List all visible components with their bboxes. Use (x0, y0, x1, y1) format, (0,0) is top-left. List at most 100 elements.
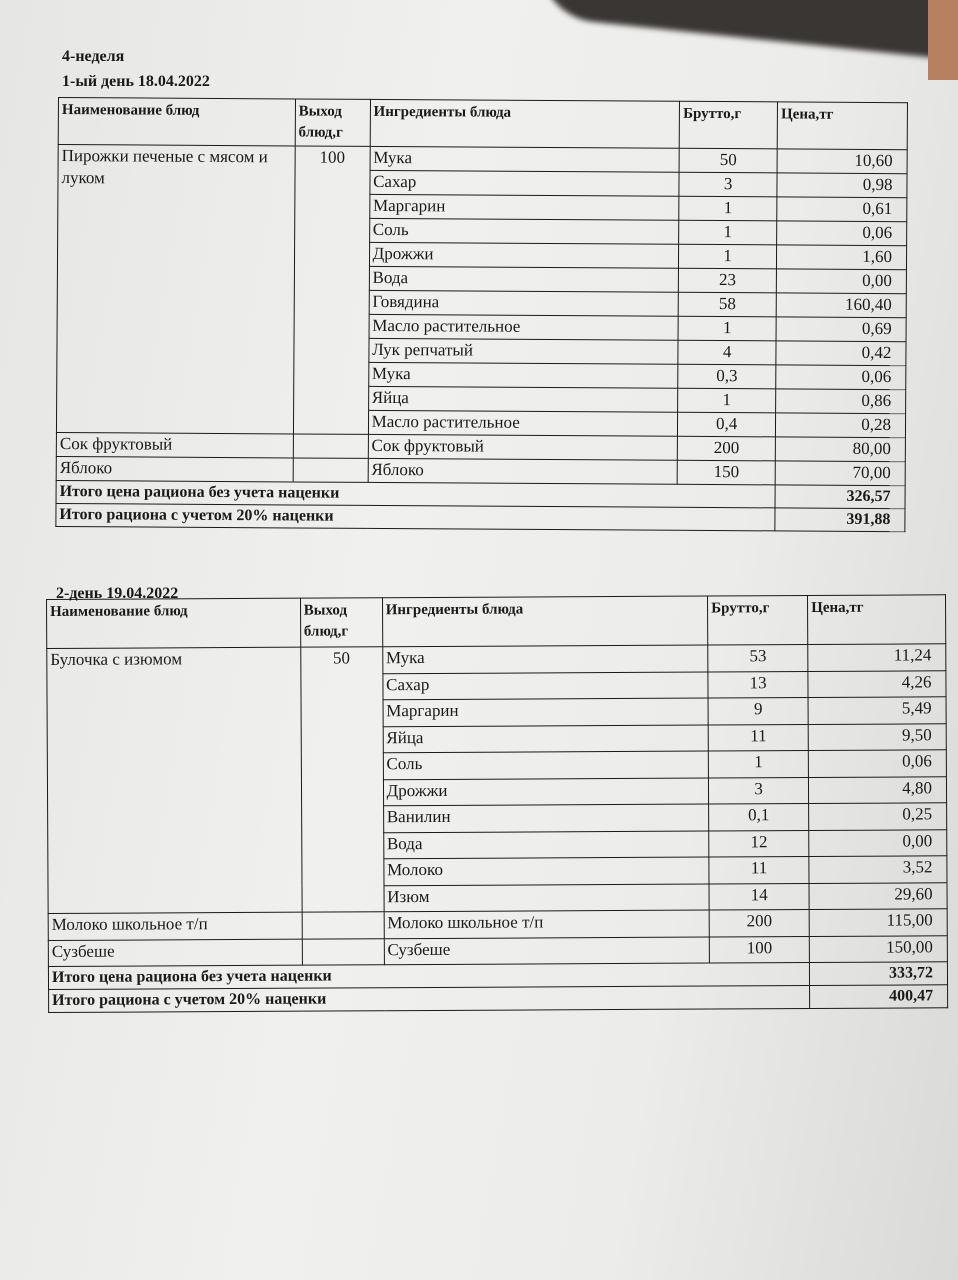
column-header: Цена,тг (777, 101, 908, 150)
ingredient-row: Пирожки печеные с мясом и луком 100 Мука 50… (56, 144, 908, 435)
ingredient-name: Вода (383, 830, 710, 859)
background-shadow (534, 0, 958, 64)
ingredient-brutto: 11 (708, 724, 809, 752)
ingredient-price: 0,28 (775, 412, 906, 438)
ingredient-brutto: 50 (679, 148, 778, 173)
ingredient-name: Мука (382, 645, 709, 674)
ingredient-name: Маргарин (369, 194, 680, 221)
dish-name: Молоко школьное т/п (48, 912, 302, 940)
ingredient-name: Молоко школьное т/п (383, 910, 710, 939)
ingredient-price: 0,00 (808, 829, 947, 857)
total-value: 391,88 (774, 507, 906, 532)
ingredient-brutto: 150 (677, 460, 776, 485)
header-row: Наименование блюд Выход блюд,г Ингредиенты… (58, 97, 908, 150)
ingredient-price: 0,06 (808, 749, 947, 778)
dish-yield: 100 (293, 145, 370, 435)
ingredient-brutto: 13 (708, 671, 809, 699)
total-value: 326,57 (775, 484, 906, 509)
dish-name: Сузбеше (48, 938, 303, 967)
ingredient-brutto: 4 (678, 340, 777, 365)
day-2-title: 2-день 19.04.2022 (56, 585, 179, 602)
ingredient-brutto: 200 (709, 909, 810, 937)
dish-name: Яблоко (56, 456, 294, 482)
ingredient-price: 0,00 (776, 268, 907, 294)
ingredient-name: Соль (382, 751, 709, 780)
day-2-menu-table: Наименование блюд Выход блюд,г Ингредиенты… (46, 594, 948, 1013)
ingredient-brutto: 0,3 (677, 364, 776, 389)
column-header: Наименование блюд (58, 97, 296, 146)
ingredient-price: 0,06 (775, 364, 906, 390)
ingredient-name: Сузбеше (383, 936, 710, 965)
ingredient-name: Мука (368, 362, 679, 389)
ingredient-name: Изюм (383, 883, 710, 912)
ingredient-brutto: 53 (707, 644, 808, 672)
day-1-menu-table: Наименование блюд Выход блюд,г Ингредиенты… (55, 97, 908, 532)
dish-yield: 50 (300, 646, 384, 913)
ingredient-price: 10,60 (777, 148, 908, 174)
column-header: Выход блюд,г (300, 597, 383, 648)
ingredient-name: Ванилин (383, 804, 709, 833)
ingredient-price: 4,80 (808, 776, 947, 804)
dish-yield (301, 938, 385, 966)
ingredient-price: 150,00 (809, 935, 948, 963)
ingredient-price: 0,25 (808, 802, 947, 831)
ingredient-name: Молоко (383, 857, 710, 886)
ingredient-price: 80,00 (775, 436, 906, 462)
ingredient-name: Яблоко (367, 458, 678, 485)
ingredient-price: 3,52 (808, 855, 947, 884)
day-1-title: 1-ый день 18.04.2022 (62, 73, 210, 90)
column-header: Брутто,г (707, 595, 808, 646)
dish-name: Пирожки печеные с мясом и луком (56, 144, 295, 434)
ingredient-brutto: 200 (677, 436, 776, 461)
ingredient-brutto: 3 (679, 172, 778, 197)
ingredient-brutto: 1 (678, 316, 777, 341)
total-label: Итого рациона с учетом 20% наценки (55, 503, 776, 531)
column-header: Ингредиенты блюда (369, 99, 680, 149)
ingredient-brutto: 0,1 (708, 803, 809, 831)
ingredient-brutto: 11 (709, 856, 810, 884)
ingredient-name: Соль (369, 218, 679, 245)
ingredient-brutto: 1 (678, 220, 777, 245)
ingredient-price: 0,86 (775, 388, 906, 414)
ingredient-brutto: 3 (708, 777, 809, 805)
total-row: Итого рациона с учетом 20% наценки 391,88 (55, 503, 906, 532)
ingredient-brutto: 23 (678, 268, 777, 293)
ingredient-price: 4,26 (807, 670, 947, 698)
ingredient-price: 0,06 (776, 220, 907, 246)
ingredient-name: Сахар (369, 170, 680, 197)
column-header: Наименование блюд (46, 598, 301, 649)
ingredient-price: 9,50 (808, 723, 947, 751)
ingredient-name: Дрожжи (369, 242, 679, 269)
dish-name: Булочка с изюмом (46, 647, 302, 914)
total-value: 333,72 (809, 961, 948, 986)
ingredient-name: Яйца (368, 386, 678, 413)
ingredient-price: 11,24 (807, 643, 946, 672)
ingredient-name: Сахар (382, 671, 709, 700)
ingredient-price: 0,98 (777, 172, 908, 198)
ingredient-name: Яйца (382, 724, 709, 753)
dish-yield (293, 433, 369, 459)
ingredient-name: Маргарин (382, 698, 709, 727)
ingredient-price: 1,60 (776, 244, 907, 270)
ingredient-brutto: 1 (708, 750, 809, 778)
ingredient-name: Мука (369, 146, 680, 173)
ingredient-price: 0,69 (776, 316, 907, 342)
ingredient-brutto: 0,4 (677, 412, 776, 437)
header-row: Наименование блюд Выход блюд,г Ингредиенты… (46, 594, 946, 649)
dish-yield (301, 911, 384, 939)
background-object (928, 0, 958, 80)
ingredient-price: 70,00 (775, 460, 906, 486)
total-value: 400,47 (809, 984, 948, 1009)
ingredient-name: Лук репчатый (368, 338, 679, 365)
ingredient-name: Масло растительное (368, 314, 679, 341)
ingredient-price: 0,61 (776, 196, 907, 222)
ingredient-name: Сок фруктовый (367, 434, 678, 461)
ingredient-name: Масло растительное (368, 410, 678, 437)
ingredient-name: Дрожжи (383, 777, 709, 806)
dish-yield (292, 457, 368, 483)
column-header: Ингредиенты блюда (382, 596, 708, 647)
ingredient-price: 5,49 (808, 696, 947, 725)
total-label: Итого рациона с учетом 20% наценки (48, 985, 810, 1013)
ingredient-price: 160,40 (776, 292, 907, 318)
ingredient-price: 0,42 (775, 340, 907, 366)
